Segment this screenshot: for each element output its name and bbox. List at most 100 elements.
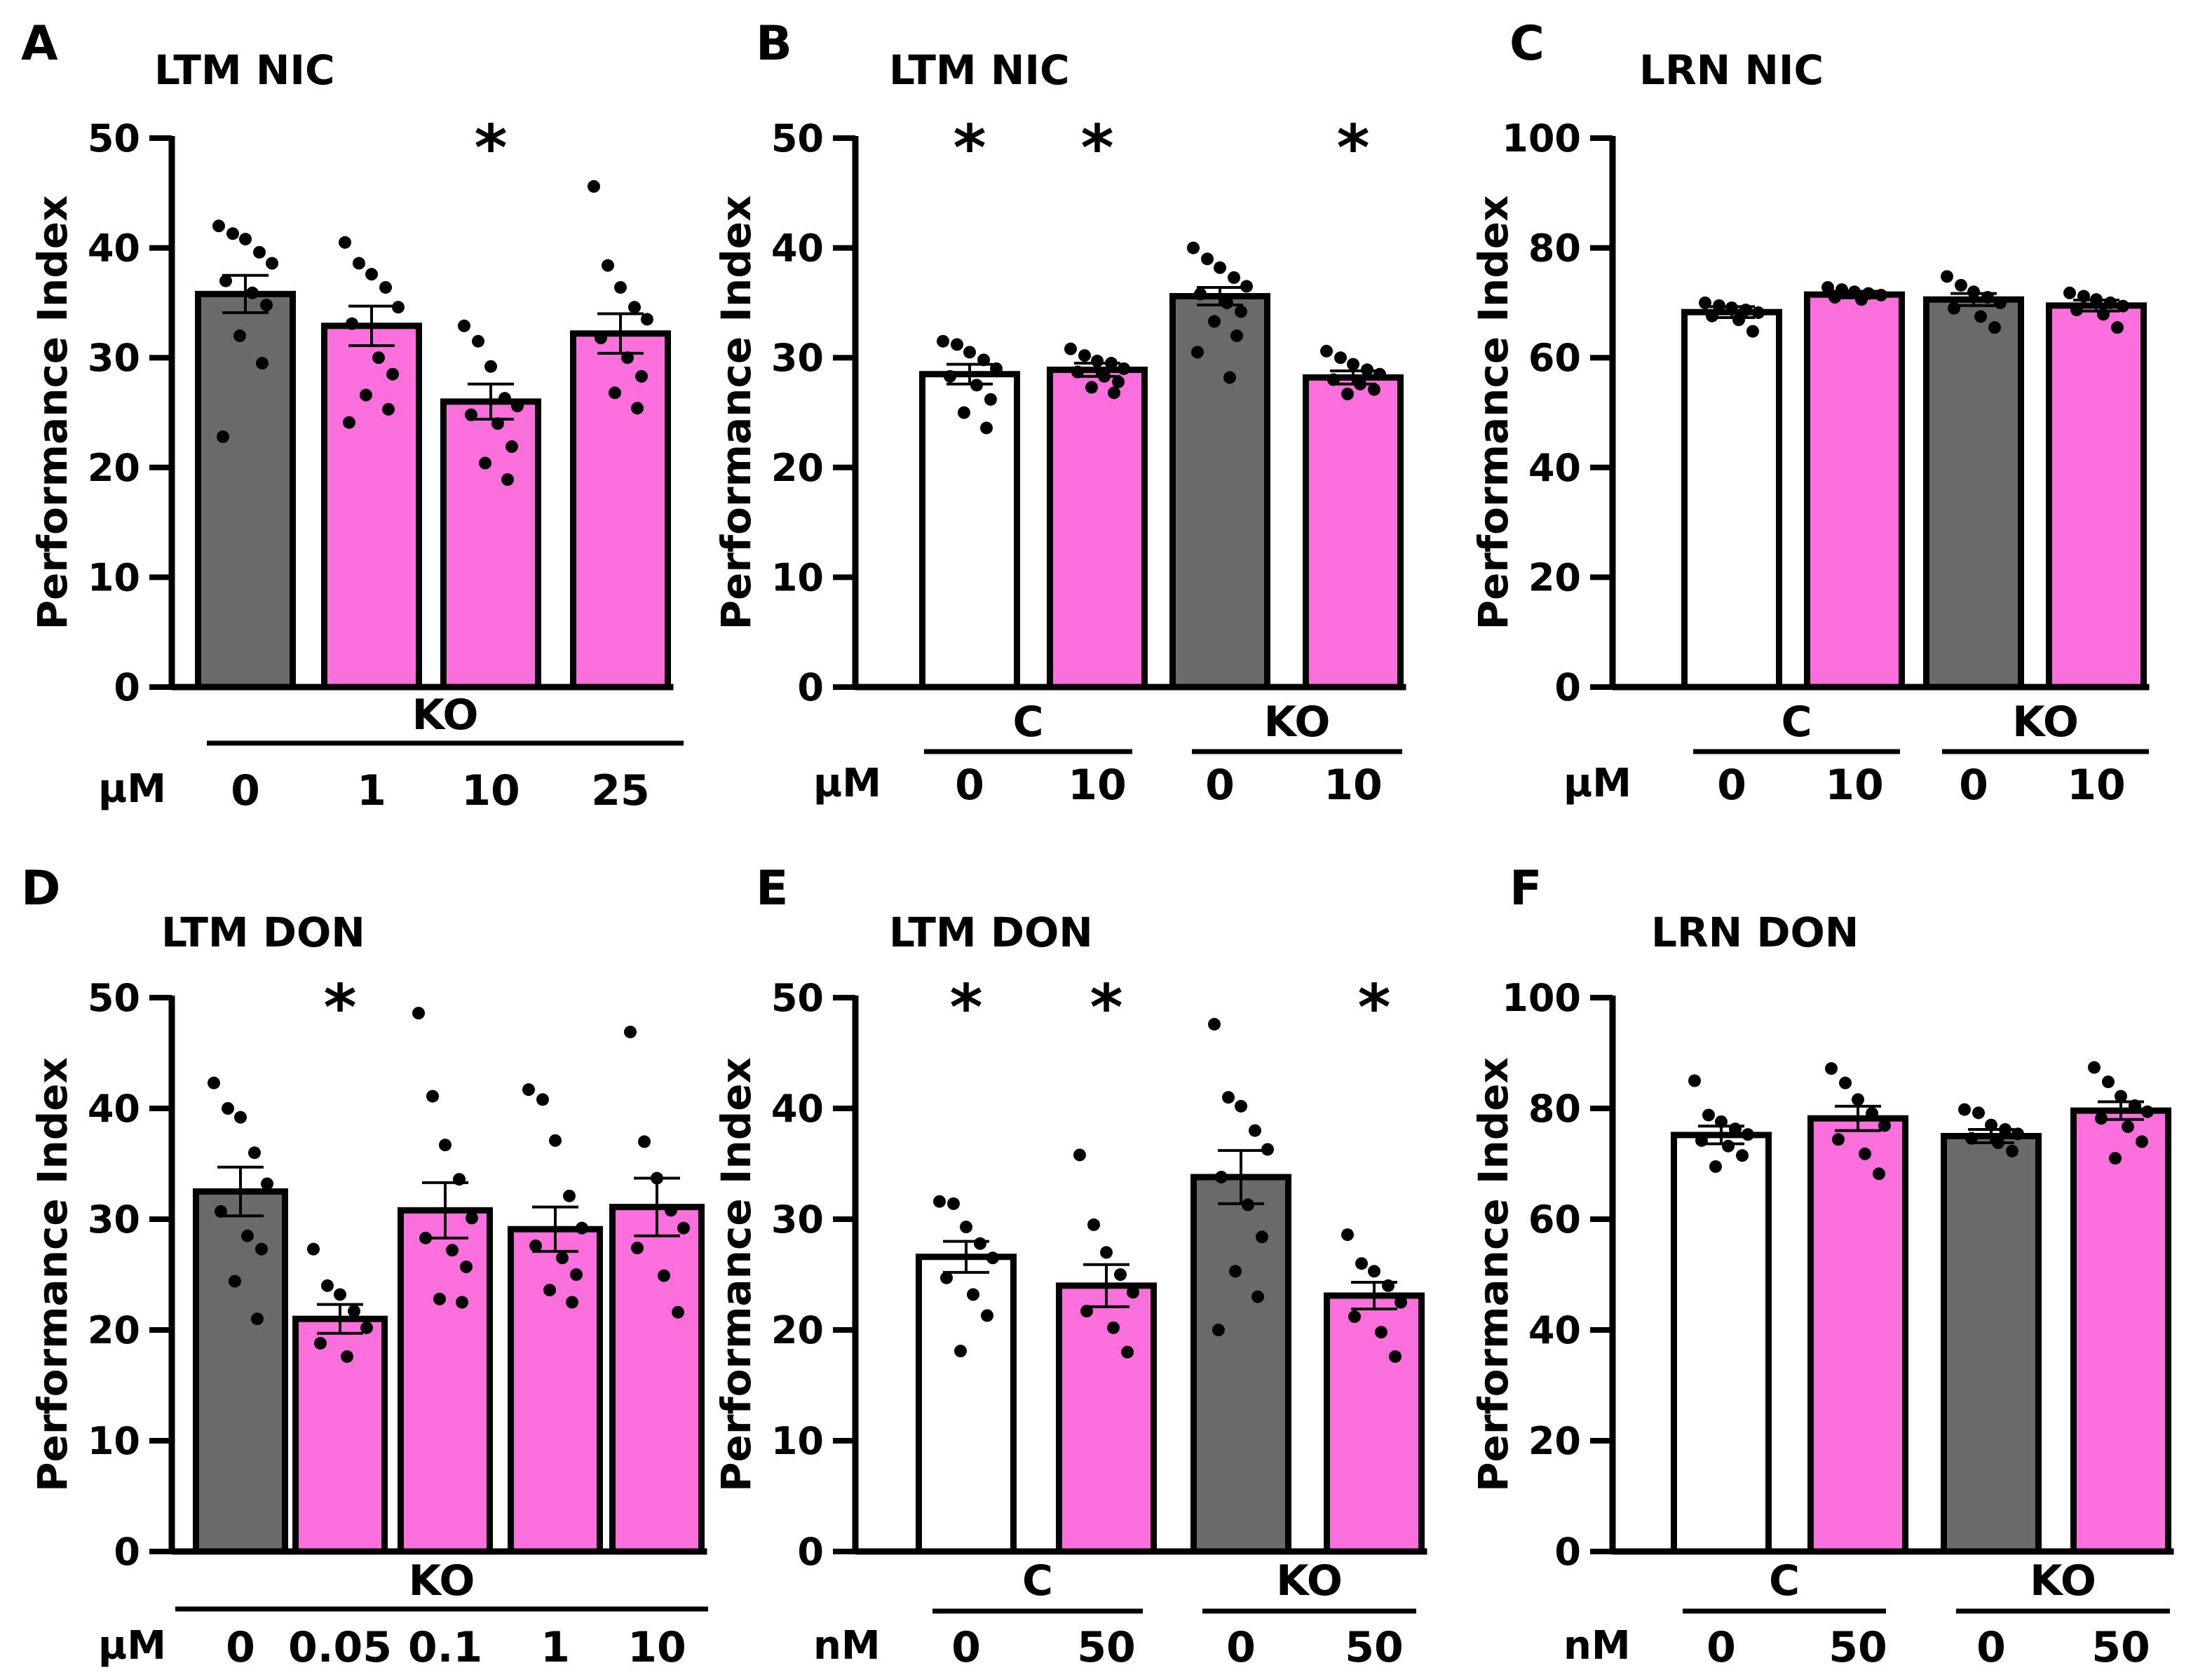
- y-tick-label: 30: [771, 1197, 824, 1242]
- panel-title: LTM DON: [889, 909, 1093, 956]
- unit-label: µM: [1563, 761, 1631, 806]
- data-point: [1341, 1228, 1354, 1242]
- data-point: [1256, 1230, 1268, 1244]
- data-point: [511, 400, 524, 413]
- y-axis-label: Performance Index: [29, 1057, 76, 1492]
- data-point: [1709, 1160, 1722, 1173]
- data-point: [990, 362, 1003, 375]
- panel-letter: F: [1509, 861, 1542, 916]
- data-point: [229, 1275, 241, 1288]
- y-tick-label: 50: [771, 976, 824, 1020]
- y-tick-label: 10: [771, 555, 824, 599]
- data-point: [248, 1146, 261, 1160]
- y-tick-label: 0: [1554, 665, 1581, 710]
- data-point: [947, 1197, 960, 1210]
- data-point: [426, 1089, 439, 1103]
- data-point: [233, 329, 246, 342]
- data-point: [986, 1251, 999, 1265]
- panel-title: LTM NIC: [154, 46, 335, 94]
- data-point: [379, 280, 392, 294]
- data-point: [360, 1321, 373, 1334]
- data-point: [1235, 1099, 1247, 1113]
- data-point: [1230, 329, 1243, 342]
- data-point: [456, 1296, 468, 1309]
- y-axis-label: Performance Index: [1470, 195, 1517, 630]
- data-point: [981, 1309, 993, 1322]
- data-point: [255, 1242, 268, 1256]
- data-point: [635, 369, 648, 383]
- y-tick-label: 20: [771, 446, 824, 490]
- y-tick-label: 10: [771, 1419, 824, 1463]
- data-point: [1320, 344, 1333, 358]
- y-tick-label: 0: [1554, 1530, 1581, 1574]
- data-point: [1251, 1290, 1264, 1303]
- data-point: [1368, 383, 1380, 396]
- data-point: [1223, 371, 1236, 384]
- data-point: [1702, 1108, 1715, 1122]
- data-point: [1208, 315, 1221, 328]
- bar: [1056, 1282, 1157, 1555]
- data-point: [940, 1271, 953, 1284]
- panel-letter: B: [756, 16, 792, 72]
- data-point: [234, 1111, 247, 1124]
- data-point: [484, 360, 497, 373]
- data-point: [261, 1177, 273, 1190]
- bar-group: [195, 219, 296, 691]
- category-label: 50: [1345, 1623, 1404, 1672]
- data-point: [549, 1134, 562, 1147]
- data-point: [609, 386, 621, 400]
- data-point: [1191, 346, 1204, 359]
- bar-group: [1923, 270, 2024, 691]
- data-point: [1187, 241, 1200, 254]
- data-point: [1736, 1149, 1749, 1162]
- data-point: [1839, 1076, 1852, 1089]
- bar-group: [2070, 1061, 2171, 1555]
- data-point: [1375, 1326, 1387, 1339]
- data-point: [529, 1239, 542, 1252]
- data-point: [665, 1204, 677, 1217]
- y-tick-label: 60: [1528, 1197, 1581, 1242]
- bar-group: [609, 1025, 705, 1555]
- data-point: [2115, 1089, 2127, 1103]
- data-point: [1249, 1124, 1261, 1137]
- category-label: 25: [591, 766, 650, 815]
- category-label: 50: [1077, 1623, 1136, 1672]
- data-point: [307, 1242, 320, 1256]
- panel-letter: C: [1509, 16, 1545, 72]
- data-point: [251, 1312, 264, 1326]
- bar-group: *: [1303, 111, 1404, 691]
- data-point: [253, 245, 266, 259]
- data-point: [672, 1305, 684, 1319]
- data-point: [2088, 1061, 2101, 1074]
- data-point: [1235, 305, 1247, 318]
- data-point: [2117, 299, 2129, 313]
- y-tick-label: 60: [1528, 336, 1581, 380]
- data-point: [1688, 1074, 1701, 1087]
- data-point: [501, 473, 514, 487]
- category-label: 0: [1717, 761, 1746, 810]
- bar-group: *: [440, 111, 541, 691]
- panel-letter: A: [21, 16, 58, 72]
- bar-group: [1671, 1074, 1772, 1555]
- y-tick-label: 20: [88, 446, 140, 490]
- data-point: [1855, 293, 1868, 306]
- category-label: 1: [357, 766, 386, 815]
- group-label: KO: [2012, 698, 2079, 747]
- data-point: [1706, 309, 1718, 322]
- category-label: 10: [1825, 761, 1884, 810]
- data-point: [1121, 1345, 1134, 1359]
- category-label: 10: [1324, 761, 1383, 810]
- data-point: [963, 346, 976, 359]
- data-point: [334, 1288, 346, 1301]
- data-point: [1395, 1296, 1407, 1309]
- data-point: [2136, 1135, 2148, 1148]
- category-label: 0: [231, 766, 260, 815]
- y-tick-label: 0: [797, 1530, 824, 1574]
- data-point: [944, 369, 956, 383]
- data-point: [246, 286, 259, 299]
- data-point: [472, 334, 484, 348]
- data-point: [460, 1260, 473, 1273]
- data-point: [563, 1189, 576, 1202]
